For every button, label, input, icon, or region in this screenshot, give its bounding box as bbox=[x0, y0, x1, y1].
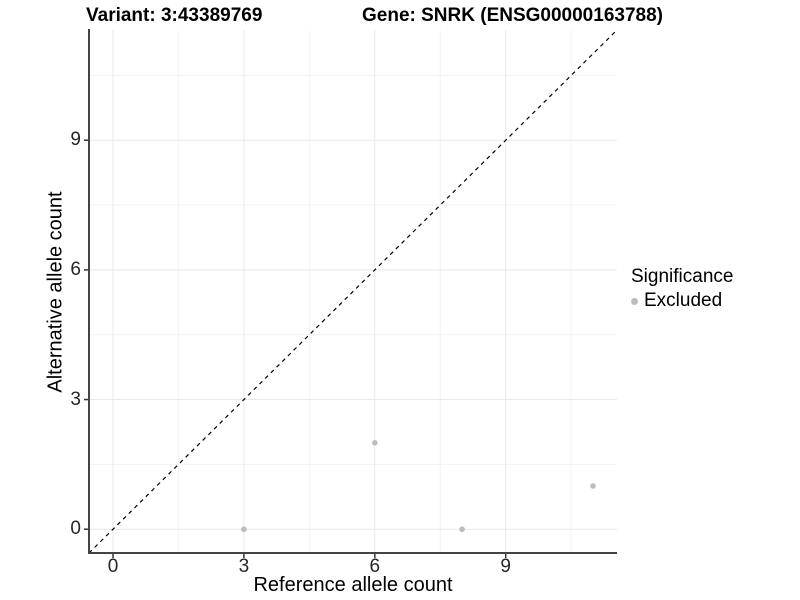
y-tick-label: 9 bbox=[70, 129, 81, 151]
x-tick-label: 0 bbox=[107, 556, 119, 577]
data-point bbox=[372, 439, 378, 446]
data-point bbox=[459, 526, 465, 533]
plot-title-variant: Variant: 3:43389769 bbox=[86, 5, 263, 26]
y-tick-label: 0 bbox=[70, 518, 81, 540]
x-axis-title: Reference allele count bbox=[253, 574, 453, 596]
legend-entry-excluded: Excluded bbox=[631, 290, 733, 312]
y-tick-label: 3 bbox=[70, 388, 81, 410]
legend-point-icon bbox=[631, 297, 638, 305]
x-tick-label: 6 bbox=[369, 556, 381, 577]
x-tick-label: 3 bbox=[238, 556, 250, 577]
legend-entry-label: Excluded bbox=[644, 290, 723, 311]
y-axis-title: Alternative allele count bbox=[44, 191, 67, 393]
data-point bbox=[241, 526, 247, 533]
plot-title-gene: Gene: SNRK (ENSG00000163788) bbox=[362, 5, 663, 26]
x-tick-label: 9 bbox=[500, 556, 511, 577]
legend: Significance Excluded bbox=[631, 266, 733, 312]
data-point bbox=[590, 483, 596, 489]
plot-panel bbox=[84, 29, 618, 558]
legend-title: Significance bbox=[631, 266, 734, 287]
y-tick-label: 6 bbox=[70, 258, 81, 280]
identity-line bbox=[88, 29, 618, 554]
